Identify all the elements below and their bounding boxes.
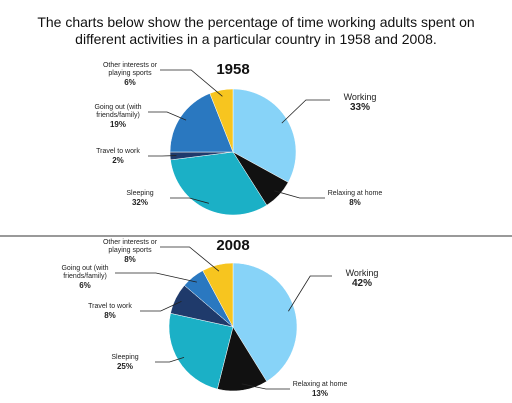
value-label: 2%: [112, 156, 124, 165]
value-label: 6%: [124, 78, 136, 87]
slice-label: Going out (with friends/family) 19%: [83, 104, 153, 130]
pie-slice: [232, 262, 298, 382]
main-title: The charts below show the percentage of …: [37, 14, 475, 47]
pie-slice: [168, 313, 234, 390]
value-label: 19%: [109, 120, 126, 129]
leader-line: [140, 300, 182, 312]
leader-line: [148, 111, 187, 121]
slice-label: Relaxing at home 8%: [320, 190, 390, 208]
slice-label: Other interests or playing sports 6%: [95, 62, 165, 88]
pie-slice: [232, 88, 297, 183]
slice-label: Other interests or playing sports 8%: [95, 239, 165, 265]
category-label: Relaxing at home: [327, 190, 383, 197]
slice-label: Going out (with friends/family) 6%: [50, 265, 120, 291]
value-label: 42%: [351, 278, 372, 289]
value-label: 6%: [79, 281, 91, 290]
category-label: Working: [343, 92, 377, 102]
category-label: Travel to work: [96, 148, 140, 155]
value-label: 25%: [116, 362, 133, 371]
leader-line: [155, 356, 185, 363]
value-label: 33%: [349, 102, 370, 113]
leader-line: [241, 383, 290, 390]
slice-label: Sleeping 25%: [90, 354, 160, 372]
leader-line: [274, 190, 325, 199]
leader-line: [115, 272, 197, 283]
category-label: Sleeping: [111, 354, 139, 361]
pie-title: 1958: [216, 61, 249, 78]
category-label: Other interests or playing sports: [102, 239, 158, 254]
pie-slice: [169, 93, 234, 153]
category-label: Other interests or playing sports: [102, 62, 158, 77]
category-label: Working: [345, 268, 379, 278]
slice-label: Travel to work 2%: [83, 148, 153, 166]
slice-label: Sleeping 32%: [105, 190, 175, 208]
slice-label: Working 42%: [327, 268, 397, 290]
pie-slice: [209, 88, 234, 153]
value-label: 8%: [124, 255, 136, 264]
category-label: Travel to work: [88, 303, 132, 310]
category-label: Relaxing at home: [292, 381, 348, 388]
leader-line: [160, 69, 223, 97]
leader-line: [160, 246, 220, 272]
slice-label: Relaxing at home 13%: [285, 381, 355, 399]
leader-line: [288, 275, 332, 312]
slice-label: Working 33%: [325, 92, 395, 114]
category-label: Going out (with friends/family): [94, 104, 142, 119]
leader-line: [281, 99, 330, 124]
value-label: 13%: [311, 389, 328, 398]
category-label: Going out (with friends/family): [61, 265, 109, 280]
leader-line: [170, 197, 209, 204]
pie-slice: [202, 262, 234, 328]
value-label: 32%: [131, 198, 148, 207]
value-label: 8%: [349, 198, 361, 207]
category-label: Sleeping: [126, 190, 154, 197]
value-label: 8%: [104, 311, 116, 320]
pie-title: 2008: [216, 237, 249, 254]
slice-label: Travel to work 8%: [75, 303, 145, 321]
